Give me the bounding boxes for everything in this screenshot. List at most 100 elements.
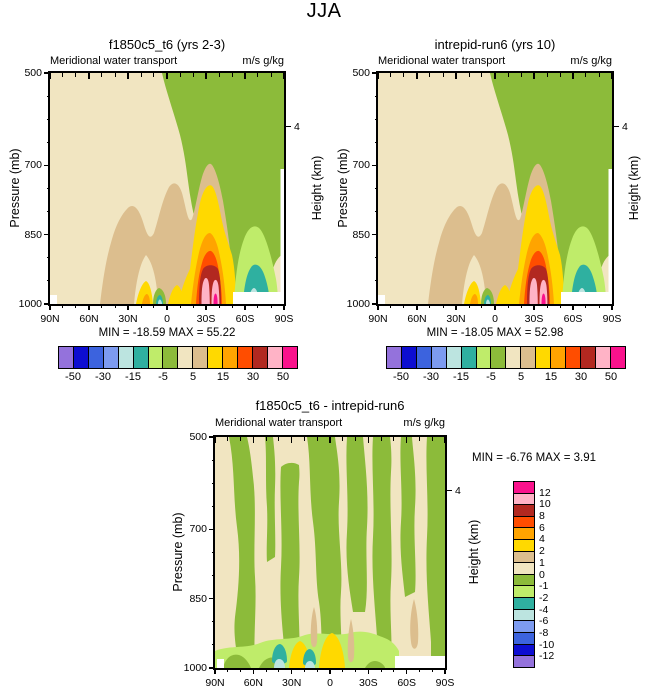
y-axis-right-label-top-right: Height (km) <box>627 155 641 221</box>
x-minor-tick-bottom <box>192 304 194 308</box>
colorbar-swatch <box>415 346 432 369</box>
y-tick-label: 500 <box>352 67 370 79</box>
x-tick-label: 30N <box>118 313 138 325</box>
x-tick-label: 0 <box>492 313 498 325</box>
x-major-tick-top <box>166 73 168 79</box>
x-major-tick-top <box>533 73 535 79</box>
y-minor-tick <box>211 552 215 553</box>
colorbar-swatch <box>475 346 492 369</box>
colorbar-swatch <box>520 346 537 369</box>
x-minor-tick-bottom <box>520 304 522 308</box>
x-minor-tick-bottom <box>429 304 431 308</box>
x-tick-label: 60S <box>235 313 255 325</box>
contour-art-difference <box>215 437 445 668</box>
panel-title-top-left: f1850c5_t6 (yrs 2-3) <box>108 37 226 52</box>
x-minor-tick-bottom <box>342 668 344 672</box>
x-minor-tick-top <box>559 73 561 77</box>
x-major-tick-top <box>205 73 207 79</box>
colorbar-swatch <box>594 346 612 369</box>
x-minor-tick-top <box>218 73 220 77</box>
colorbar-swatch <box>102 346 119 369</box>
y-major-tick <box>372 234 378 236</box>
y-tick-label: 700 <box>352 159 370 172</box>
y-major-tick <box>209 598 215 600</box>
height-axis-tick <box>612 125 619 128</box>
x-major-tick-bottom <box>377 304 379 310</box>
x-minor-tick-top <box>507 73 509 77</box>
x-minor-tick-top <box>380 437 382 441</box>
x-major-tick-top <box>49 73 51 79</box>
x-minor-tick-top <box>342 437 344 441</box>
colorbar-swatch <box>117 346 134 369</box>
x-minor-tick-bottom <box>316 668 318 672</box>
y-minor-tick <box>211 505 215 507</box>
y-major-tick <box>44 234 50 236</box>
colorbar-swatch <box>535 346 552 369</box>
colorbar-swatch <box>177 346 194 369</box>
colorbar-tick-label: -15 <box>125 371 141 383</box>
y-minor-tick <box>374 95 378 97</box>
height-tick-label: 4 <box>622 120 628 133</box>
contour-plot-top-left: 90N 60N 30N 0 30S 60S 90S 500 700 850 1000 4 <box>19 67 300 325</box>
height-axis-tick <box>284 125 291 128</box>
y-tick-label: 1000 <box>183 662 207 674</box>
x-minor-tick-top <box>431 437 433 441</box>
contour-art <box>378 73 612 304</box>
x-tick-label: 60N <box>243 677 263 689</box>
x-minor-tick-bottom <box>270 304 272 308</box>
y-major-tick <box>44 72 50 74</box>
colorbar-tick-label: -8 <box>539 626 549 639</box>
colorbar-tick-label: 6 <box>539 521 545 534</box>
x-minor-tick-top <box>303 437 305 441</box>
colorbar-tick-label: 30 <box>246 371 260 383</box>
colorbar-tick-label: 15 <box>544 371 558 383</box>
x-minor-tick-top <box>468 73 470 77</box>
x-minor-tick-top <box>257 73 259 77</box>
x-minor-tick-bottom <box>585 304 587 308</box>
x-minor-tick-bottom <box>431 668 433 672</box>
colorbar-tick-label: 1 <box>539 556 545 569</box>
colorbar-tick-label: -5 <box>158 371 168 383</box>
tan-patches <box>310 599 429 668</box>
y-minor-tick <box>374 141 378 143</box>
colorbar-tick-label: 8 <box>539 510 545 523</box>
colorbar-tick-label: 4 <box>539 533 545 546</box>
x-tick-label: 90N <box>40 313 60 325</box>
x-minor-tick-bottom <box>114 304 116 308</box>
y-tick-label: 700 <box>189 523 207 536</box>
y-major-tick <box>209 667 215 669</box>
colorbar-tick-label: 2 <box>539 545 545 558</box>
x-minor-tick-top <box>179 73 181 77</box>
x-minor-tick-top <box>227 437 229 441</box>
x-tick-label: 30N <box>446 313 466 325</box>
colorbar-tick-label: 15 <box>216 371 230 383</box>
x-minor-tick-top <box>231 73 233 77</box>
minmax-bottom: MIN = -6.76 MAX = 3.91 <box>471 452 596 464</box>
colorbar-tick-label: -50 <box>393 371 409 383</box>
field-label: Meridional water transport <box>378 55 506 67</box>
x-minor-tick-top <box>240 437 242 441</box>
colorbar-swatch <box>251 346 269 369</box>
units-label: m/s g/kg <box>242 55 284 67</box>
x-major-tick-top <box>572 73 574 79</box>
x-minor-tick-bottom <box>559 304 561 308</box>
x-minor-tick-bottom <box>140 304 142 308</box>
subtitle-row-bottom: Meridional water transport m/s g/kg <box>215 417 445 429</box>
colorbar-swatch <box>550 346 567 369</box>
x-minor-tick-top <box>114 73 116 77</box>
y-major-tick <box>209 528 215 530</box>
colorbar-swatch <box>460 346 477 369</box>
x-minor-tick-bottom <box>303 668 305 672</box>
colorbar-tick-label: -30 <box>423 371 439 383</box>
colorbar-swatch <box>281 346 298 369</box>
y-minor-tick <box>46 141 50 143</box>
y-minor-tick <box>46 118 50 120</box>
y-minor-tick <box>46 95 50 97</box>
x-minor-tick-bottom <box>227 668 229 672</box>
x-minor-tick-top <box>520 73 522 77</box>
x-minor-tick-bottom <box>231 304 233 308</box>
x-major-tick-top <box>291 437 293 443</box>
x-minor-tick-bottom <box>403 304 405 308</box>
x-major-tick-top <box>244 73 246 79</box>
x-major-tick-bottom <box>49 304 51 310</box>
